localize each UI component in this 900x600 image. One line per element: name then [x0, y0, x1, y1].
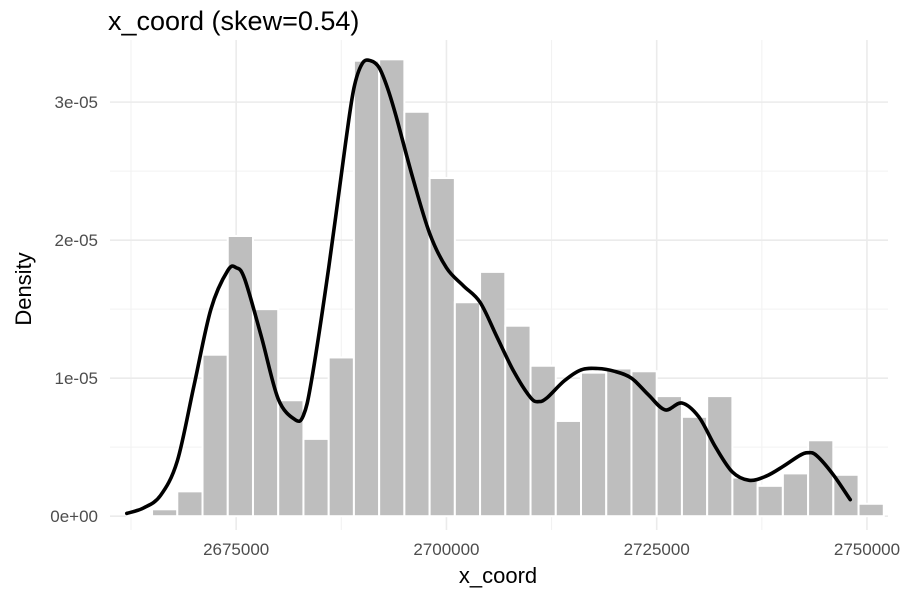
histogram-bar [125, 513, 154, 518]
histogram-bar [302, 437, 330, 518]
y-tick-label: 3e-05 [55, 93, 98, 112]
x-axis-tick-labels: 2675000 2700000 2725000 2750000 [203, 540, 900, 559]
y-tick-label: 2e-05 [55, 231, 98, 250]
histogram-bar [781, 472, 810, 518]
histogram-bar [857, 502, 885, 518]
y-axis-tick-labels: 0e+00 1e-05 2e-05 3e-05 [50, 93, 98, 526]
histogram-bar [756, 484, 784, 518]
histogram-bar [226, 235, 254, 518]
histogram-bar [151, 508, 179, 518]
histogram-bar [176, 490, 204, 518]
histogram-bar [554, 419, 583, 518]
histogram-bar [655, 395, 683, 518]
x-axis-title: x_coord [459, 563, 537, 588]
x-tick-label: 2700000 [413, 540, 479, 559]
x-tick-label: 2675000 [203, 540, 269, 559]
histogram-bar [453, 301, 482, 518]
histogram-bar [529, 364, 557, 518]
y-tick-label: 0e+00 [50, 507, 98, 526]
histogram-bars [125, 58, 885, 518]
histogram-bar [201, 353, 229, 518]
histogram-bar [327, 356, 355, 518]
histogram-bar [580, 371, 608, 518]
histogram-bar [605, 367, 633, 518]
chart-title: x_coord (skew=0.54) [108, 6, 360, 36]
y-tick-label: 1e-05 [55, 369, 98, 388]
histogram-bar [504, 324, 532, 518]
histogram-bar [251, 308, 280, 518]
histogram-bar [731, 476, 759, 518]
histogram-bar [428, 177, 456, 518]
histogram-bar [680, 415, 709, 518]
histogram-bar [352, 59, 381, 518]
x-tick-label: 2725000 [624, 540, 690, 559]
x-tick-label: 2750000 [834, 540, 900, 559]
y-axis-title: Density [11, 252, 36, 325]
density-curve [125, 58, 852, 516]
histogram-bar [403, 110, 431, 518]
